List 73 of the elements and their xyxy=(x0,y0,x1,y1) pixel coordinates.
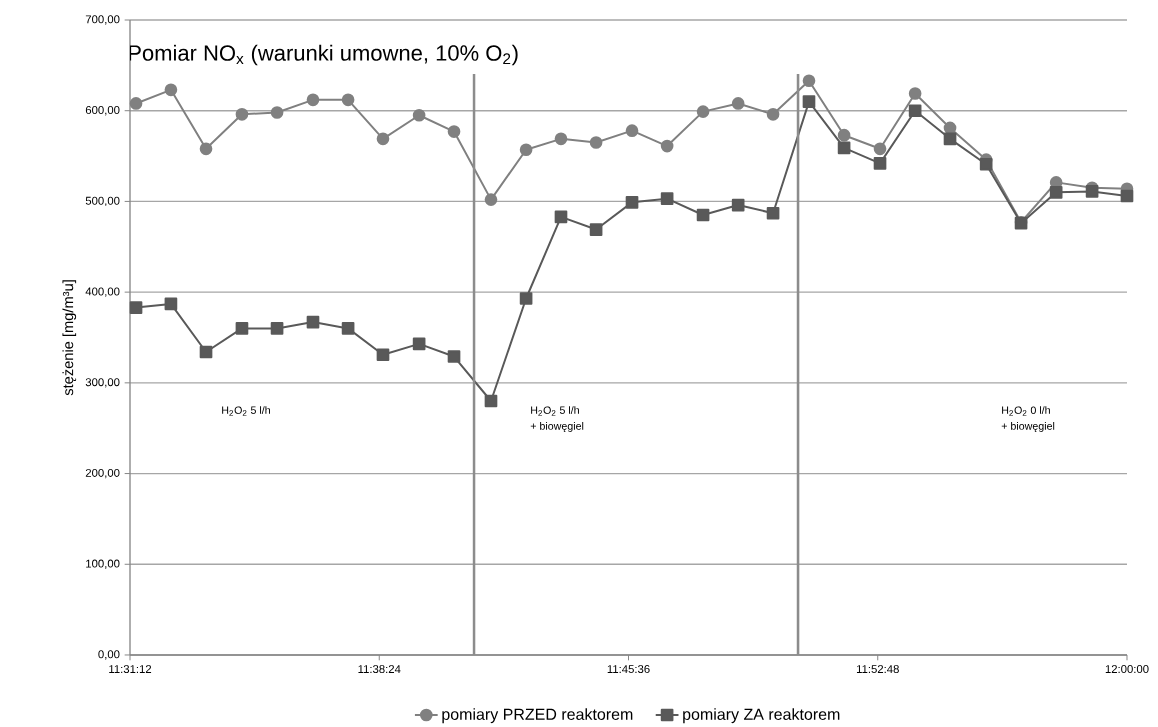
y-tick-label: 500,00 xyxy=(85,196,120,207)
point xyxy=(129,97,143,110)
point xyxy=(484,193,498,206)
point xyxy=(341,322,355,335)
point xyxy=(766,206,780,220)
point xyxy=(306,93,320,107)
point xyxy=(696,105,710,118)
point xyxy=(164,83,178,97)
point xyxy=(447,125,461,138)
point xyxy=(376,132,390,146)
point xyxy=(979,157,993,171)
point xyxy=(625,124,639,137)
point xyxy=(270,106,284,119)
point xyxy=(837,141,851,155)
point xyxy=(199,345,213,359)
y-tick-label: 200,00 xyxy=(85,468,120,479)
y-tick-label: 600,00 xyxy=(85,106,120,116)
y-tick-label: 0,00 xyxy=(98,650,120,660)
point xyxy=(731,97,745,110)
x-tick-label: 11:38:24 xyxy=(358,665,401,674)
point xyxy=(802,95,816,108)
point xyxy=(341,93,355,107)
point xyxy=(660,139,674,153)
point xyxy=(129,301,143,314)
y-axis-title: stężenie [mg/m³u] xyxy=(62,280,77,396)
y-tick-label: 300,00 xyxy=(85,378,120,388)
point xyxy=(908,104,922,118)
point xyxy=(731,198,745,212)
point xyxy=(519,292,533,305)
point xyxy=(625,196,639,209)
point xyxy=(484,394,498,408)
point xyxy=(164,297,178,311)
point xyxy=(412,337,426,351)
point xyxy=(447,350,461,363)
point xyxy=(802,74,816,88)
point xyxy=(766,108,780,121)
point xyxy=(660,192,674,206)
point xyxy=(1085,185,1099,198)
legend-label: pomiary PRZED reaktorem xyxy=(442,708,633,724)
point xyxy=(908,87,922,100)
point xyxy=(235,108,249,121)
point xyxy=(696,208,710,222)
annotation: H$_{2}$O$_{2}$ 0 l/h xyxy=(1002,406,1050,416)
point xyxy=(589,223,603,236)
point xyxy=(306,315,320,329)
point xyxy=(412,108,426,122)
legend-label: pomiary ZA reaktorem xyxy=(683,708,840,724)
text: Pomiar NO$_{x}$ (warunki umowne, 10% O$_{2}$) xyxy=(129,44,518,66)
point xyxy=(235,322,249,335)
point xyxy=(554,210,568,224)
annotation: + biowęgiel xyxy=(1001,421,1055,432)
point xyxy=(837,128,851,142)
y-tick-label: 400,00 xyxy=(85,287,120,297)
point xyxy=(1049,186,1063,199)
x-tick-label: 11:45:36 xyxy=(607,665,650,674)
annotation: H$_{2}$O$_{2}$ 5 l/h xyxy=(531,406,579,416)
point xyxy=(873,142,887,156)
point xyxy=(519,143,533,157)
x-tick-label: 11:31:12 xyxy=(109,665,152,674)
annotation: H$_{2}$O$_{2}$ 5 l/h xyxy=(222,406,270,416)
point xyxy=(376,348,390,362)
point xyxy=(199,142,213,156)
point xyxy=(554,132,568,146)
point xyxy=(1120,189,1134,203)
point xyxy=(270,322,284,335)
x-tick-label: 12:00:00 xyxy=(1105,665,1149,674)
y-tick-label: 100,00 xyxy=(86,559,120,569)
x-tick-label: 11:52:48 xyxy=(856,665,899,674)
point xyxy=(943,132,957,146)
y-tick-label: 700,00 xyxy=(85,15,120,25)
point xyxy=(873,156,887,170)
annotation: + biowęgiel xyxy=(530,421,584,432)
point xyxy=(589,136,603,149)
